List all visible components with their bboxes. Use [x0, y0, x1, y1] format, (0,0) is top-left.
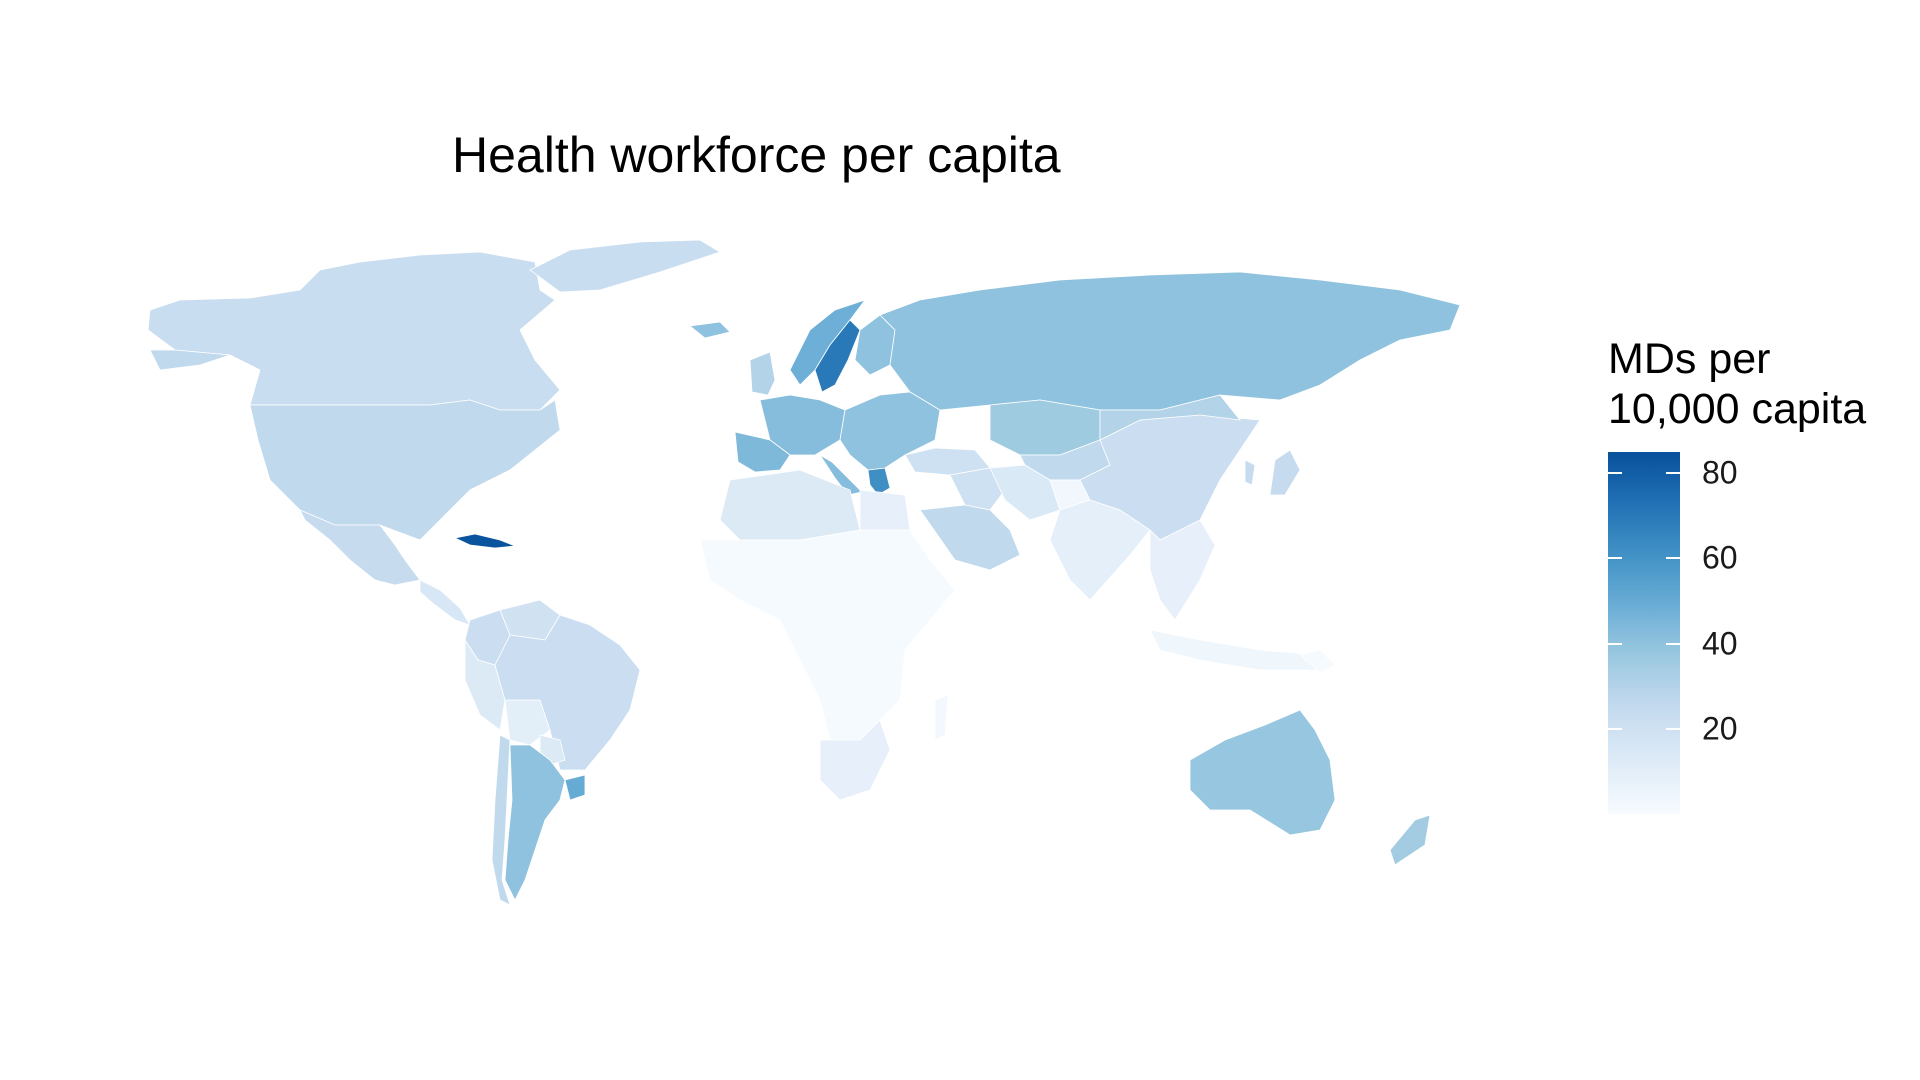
- region-papua-new-guinea: [1299, 649, 1336, 673]
- legend-tick-label: 40: [1702, 625, 1738, 662]
- region-madagascar: [934, 694, 949, 741]
- region-greenland: [529, 239, 721, 293]
- region-cuba: [453, 533, 516, 549]
- region-argentina: [504, 744, 566, 901]
- region-egypt: [859, 489, 911, 536]
- region-canada: [147, 251, 561, 411]
- region-brazil: [494, 614, 641, 771]
- region-central-america: [419, 579, 471, 626]
- legend-tick-mark: [1666, 472, 1680, 475]
- region-united-kingdom: [749, 351, 776, 396]
- region-australia: [1189, 709, 1336, 836]
- legend-tick-mark: [1666, 557, 1680, 560]
- region-spain: [734, 431, 791, 473]
- region-sweden: [814, 319, 861, 393]
- region-russia: [879, 271, 1461, 411]
- region-indonesia: [1149, 629, 1331, 671]
- legend-title-line1: MDs per: [1608, 335, 1771, 383]
- region-korea: [1244, 459, 1256, 486]
- legend-colorbar: [1608, 452, 1680, 814]
- legend-title: MDs per 10,000 capita: [1608, 334, 1866, 434]
- region-southern-africa: [819, 719, 891, 801]
- region-middle-east: [949, 467, 1006, 511]
- legend-tick-mark: [1666, 642, 1680, 645]
- region-japan: [1269, 449, 1301, 496]
- legend-tick-mark: [1608, 727, 1622, 730]
- region-united-states: [149, 349, 561, 541]
- legend-tick-mark: [1666, 727, 1680, 730]
- chart-title: Health workforce per capita: [452, 127, 1061, 183]
- legend-tick-mark: [1608, 642, 1622, 645]
- legend-tick-mark: [1608, 557, 1622, 560]
- region-mongolia: [1099, 394, 1241, 441]
- legend-tick-label: 60: [1702, 539, 1738, 576]
- region-arabia: [919, 504, 1021, 571]
- legend-tick-label: 80: [1702, 454, 1738, 491]
- legend-tick-label: 20: [1702, 710, 1738, 747]
- region-mexico: [299, 509, 421, 586]
- region-southeast-asia: [1149, 519, 1216, 621]
- region-uruguay: [564, 774, 586, 801]
- region-sub-saharan-africa: [699, 529, 956, 741]
- region-new-zealand: [1389, 814, 1431, 866]
- legend-title-line2: 10,000 capita: [1608, 385, 1867, 433]
- region-iceland: [689, 321, 731, 339]
- region-chile: [491, 734, 511, 906]
- region-peru: [464, 638, 506, 731]
- legend-tick-mark: [1608, 472, 1622, 475]
